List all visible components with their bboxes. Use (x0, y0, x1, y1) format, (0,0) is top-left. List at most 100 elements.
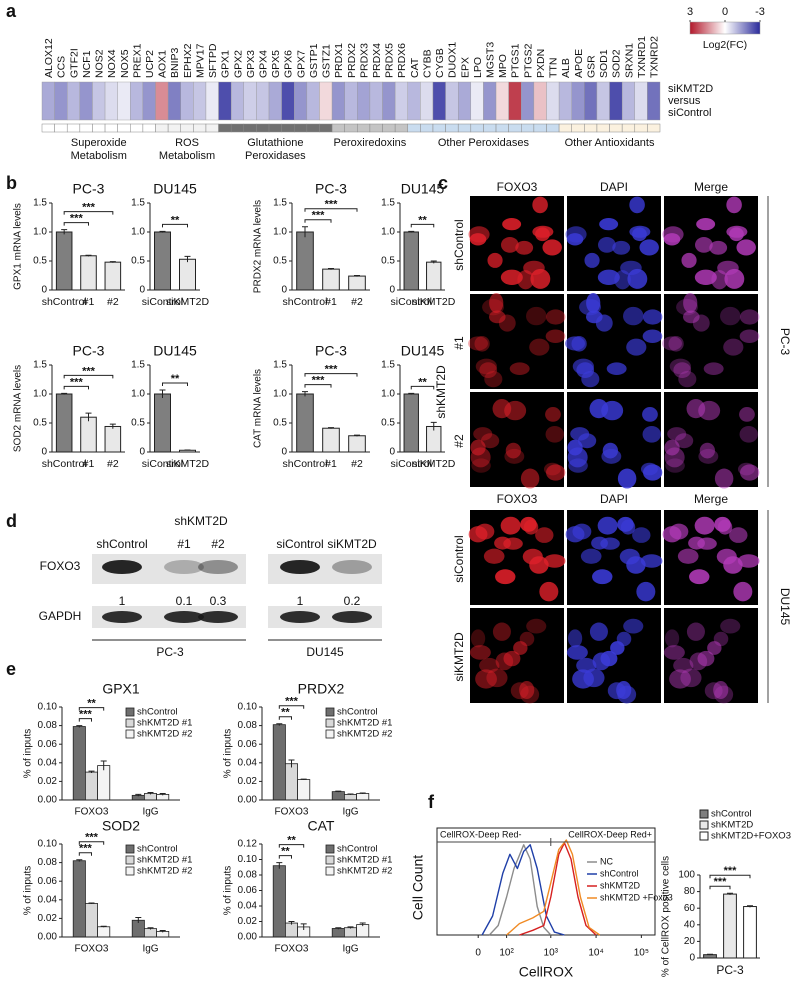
gene-label: CYGB (434, 48, 446, 78)
x-axis-label: PC-3 (716, 963, 744, 977)
heatmap-cell (243, 81, 257, 121)
gene-label: TXNRD1 (636, 36, 648, 78)
significance-bracket (63, 211, 114, 215)
gene-label: MPO (497, 54, 509, 78)
group-cell (167, 123, 181, 133)
group-cell (155, 123, 169, 133)
gene-label: EPX (459, 57, 471, 78)
bar (272, 865, 286, 938)
y-tick-label: 1.0 (381, 389, 395, 400)
legend-label: shKMT2D #1 (337, 855, 392, 866)
legend-swatch (125, 718, 135, 728)
bar (296, 231, 314, 291)
colorbar-tick-label: -3 (755, 6, 765, 18)
nucleus (576, 362, 595, 379)
nucleus (545, 407, 561, 422)
nucleus (565, 226, 587, 243)
bar (723, 893, 737, 959)
error-bar (85, 254, 92, 257)
bar (331, 928, 345, 938)
error-bar (359, 922, 366, 927)
gene-label: PRDX6 (396, 43, 408, 78)
error-bar (184, 255, 191, 263)
significance-bracket (278, 844, 305, 848)
nucleus (683, 310, 700, 324)
gene-label: SFTPD (207, 43, 219, 78)
column-header: Merge (694, 180, 728, 194)
nucleus (545, 309, 566, 325)
error-bar (359, 792, 366, 794)
error-bar (707, 953, 713, 956)
y-tick-label: 0.04 (38, 894, 58, 905)
error-bar (408, 230, 415, 233)
nucleus (492, 399, 512, 419)
micrograph (664, 294, 758, 389)
gene-label: PREX1 (131, 43, 143, 78)
nucleus (597, 269, 620, 285)
group-cell (420, 123, 434, 133)
y-tick-label: 1.5 (33, 198, 47, 209)
legend-swatch (699, 820, 709, 830)
nucleus (694, 269, 717, 285)
chart-title: CAT (308, 818, 335, 834)
y-axis-label: % of inputs (223, 729, 234, 778)
significance-bracket (278, 716, 292, 720)
x-tick-label: #1 (83, 296, 95, 308)
column-header: FOXO3 (497, 492, 538, 506)
group-cell (281, 123, 295, 133)
significance-label: ** (171, 373, 180, 385)
legend-label: shControl (600, 868, 639, 878)
nucleus (740, 464, 760, 481)
curve (488, 844, 552, 936)
nucleus (502, 218, 522, 231)
bar (144, 928, 157, 938)
error-bar (76, 859, 83, 862)
group-cell (546, 123, 560, 133)
x-tick-label: #2 (107, 296, 119, 308)
y-tick-label: 1.5 (131, 198, 145, 209)
significance-bracket (63, 385, 89, 390)
nucleus (676, 298, 698, 316)
nucleus (486, 668, 508, 688)
group-cell (508, 123, 522, 133)
y-tick-label: 1.0 (131, 227, 145, 238)
nucleus (668, 335, 684, 352)
gene-label: GPX6 (283, 50, 295, 78)
bar (296, 393, 314, 453)
bar (322, 427, 340, 453)
y-tick-label: 0.5 (131, 418, 145, 429)
group-cell (571, 123, 585, 133)
nucleus (515, 240, 534, 255)
quantification: 1 (297, 594, 304, 608)
nucleus (640, 462, 658, 476)
legend-swatch (125, 707, 135, 717)
chart-title: SOD2 (102, 818, 140, 834)
nucleus (503, 650, 521, 667)
error-bar (159, 230, 166, 233)
heatmap-cell (621, 81, 635, 121)
panel-letter: f (428, 792, 435, 812)
y-tick-label: 0 (41, 285, 47, 296)
error-bar (61, 229, 68, 235)
error-bar (300, 778, 307, 781)
heatmap-cell (634, 81, 648, 121)
heatmap-cell (382, 81, 396, 121)
significance-bracket (78, 718, 92, 722)
bar (403, 393, 419, 453)
legend-label: NC (600, 856, 613, 866)
chart-title: PC-3 (315, 343, 347, 359)
significance-bracket (78, 841, 105, 845)
nucleus (523, 519, 539, 535)
y-tick-label: 1.5 (131, 360, 145, 371)
y-tick-label: 0.10 (238, 854, 258, 865)
bar (179, 258, 196, 291)
significance-label: *** (325, 364, 339, 376)
y-tick-label: 0.02 (38, 776, 58, 787)
panel-letter: c (438, 173, 448, 193)
x-tick-label: IgG (142, 807, 158, 818)
y-tick-label: 1.5 (33, 360, 47, 371)
column-header: DAPI (600, 492, 628, 506)
nucleus (662, 336, 682, 351)
group-cell (357, 123, 371, 133)
legend-swatch (325, 718, 335, 728)
